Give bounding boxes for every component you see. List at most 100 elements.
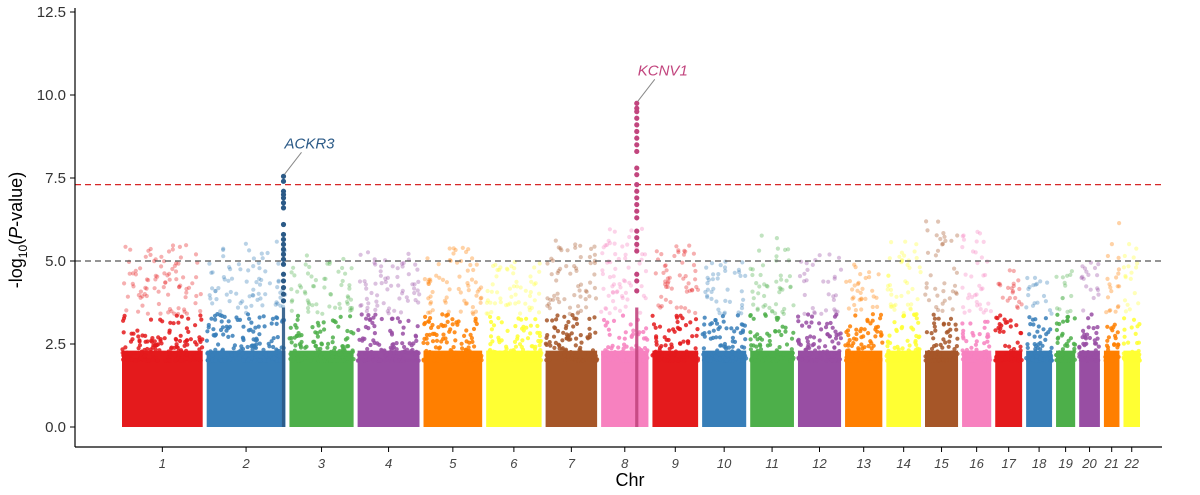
snp-point [942,298,947,303]
highlight-point [634,122,640,128]
snp-point [190,281,195,286]
chr-19-dense-band [1056,350,1076,427]
snp-point [942,234,947,239]
snp-point [454,355,459,360]
snp-point [659,294,664,299]
snp-point [723,298,728,303]
snp-point [1048,352,1053,357]
snp-point [856,280,861,285]
snp-point [1049,345,1054,350]
snp-point [360,357,365,362]
snp-point [953,322,958,327]
snp-point [993,328,998,333]
snp-point [150,357,156,363]
snp-point [549,272,554,277]
snp-point [537,261,542,266]
snp-point [750,267,755,272]
snp-point [345,344,350,349]
snp-point [251,293,256,298]
snp-point [146,248,151,253]
x-tick-label-16: 16 [969,456,984,471]
snp-point [443,336,448,341]
points-layer [120,219,1142,427]
snp-point [1035,329,1040,334]
snp-point [498,265,503,270]
snp-point [315,310,320,315]
snp-point [127,271,132,276]
snp-point [125,294,130,299]
snp-point [561,330,566,335]
snp-point [257,282,263,287]
snp-point [587,332,593,337]
snp-point [870,356,875,361]
snp-point [751,302,756,307]
snp-point [176,261,181,266]
snp-point [700,332,705,337]
snp-point [137,338,142,343]
snp-point [693,268,698,274]
snp-point [151,343,156,348]
snp-point [422,277,427,282]
highlight-point [634,128,640,135]
snp-point [773,311,778,316]
snp-point [800,323,805,328]
snp-point [1031,283,1036,288]
snp-point [904,357,909,363]
snp-point [1111,325,1116,330]
snp-point [911,358,916,363]
snp-point [1105,295,1111,300]
snp-point [389,332,395,337]
snp-point [430,331,435,336]
snp-point [136,293,141,298]
snp-point [954,327,959,332]
snp-point [404,295,409,300]
snp-point [152,286,157,291]
snp-point [758,272,763,278]
snp-point [410,282,415,287]
snp-point [642,354,647,360]
snp-point [373,281,378,286]
snp-point [1081,328,1086,333]
snp-point [955,233,960,238]
snp-point [767,305,772,310]
snp-point [601,245,606,250]
snp-point [946,321,951,327]
snp-point [293,343,298,348]
snp-point [1114,355,1119,360]
snp-point [278,358,283,363]
snp-point [1060,296,1065,301]
snp-point [623,304,628,309]
x-tick-label-4: 4 [385,456,392,471]
chr-13-dense-band [845,350,883,427]
chromosome-22 [1121,242,1142,427]
snp-point [574,336,579,341]
snp-point [834,312,839,317]
snp-point [538,338,543,343]
snp-point [947,296,952,301]
snp-point [653,325,658,330]
snp-point [371,315,376,320]
snp-point [254,342,259,347]
snp-point [532,298,537,303]
snp-point [681,339,686,344]
snp-point [1049,311,1054,316]
snp-point [654,336,659,341]
snp-point [247,294,252,299]
snp-point [121,353,126,358]
snp-point [714,299,719,304]
snp-point [238,267,243,272]
snp-point [385,287,390,292]
snp-point [532,282,537,287]
snp-point [400,288,405,293]
snp-point [954,291,959,296]
snp-point [748,337,753,342]
snp-point [193,323,198,328]
snp-point [292,273,297,278]
snp-point [751,296,756,301]
snp-point [1024,356,1029,361]
snp-point [969,295,975,300]
snp-point [867,270,872,275]
snp-point [788,285,793,290]
snp-point [676,248,681,253]
snp-point [1108,308,1113,313]
